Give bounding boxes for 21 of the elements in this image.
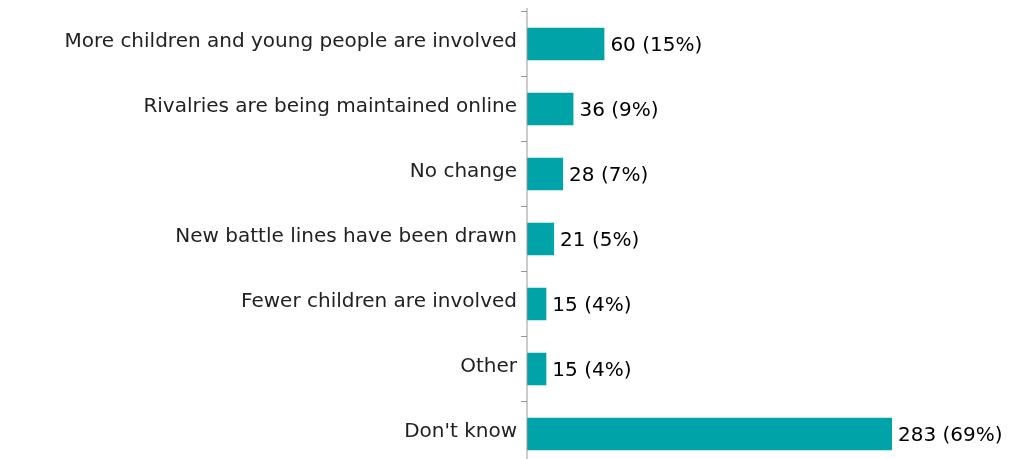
y-tick-label: Don't know: [404, 418, 517, 442]
bar: [527, 157, 564, 191]
bar: [527, 27, 605, 61]
data-label: 21 (5%): [560, 227, 640, 251]
bar: [527, 352, 547, 386]
y-tick-label: Rivalries are being maintained online: [143, 93, 517, 117]
bar: [527, 92, 574, 126]
bar: [527, 222, 555, 256]
y-tick-label: Fewer children are involved: [241, 288, 517, 312]
y-tick-label: Other: [460, 353, 518, 377]
data-label: 28 (7%): [569, 162, 649, 186]
bar: [527, 287, 547, 321]
y-tick-label: More children and young people are involved: [64, 28, 517, 52]
bar: [527, 417, 892, 451]
data-label: 36 (9%): [579, 97, 659, 121]
data-label: 60 (15%): [610, 32, 703, 56]
data-label: 283 (69%): [898, 422, 1003, 446]
y-tick-label: New battle lines have been drawn: [175, 223, 517, 247]
data-label: 15 (4%): [552, 357, 632, 381]
data-label: 15 (4%): [552, 292, 632, 316]
y-tick-label: No change: [409, 158, 517, 182]
